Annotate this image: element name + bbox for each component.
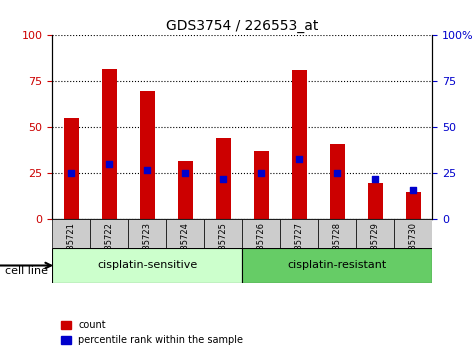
Text: cell line: cell line (5, 266, 48, 276)
Point (181, 171, 189, 176)
FancyBboxPatch shape (90, 219, 128, 248)
FancyBboxPatch shape (166, 219, 204, 248)
Bar (292, 70, 307, 219)
Bar (64, 118, 79, 219)
Point (143, 167, 151, 173)
Text: GSM385730: GSM385730 (409, 222, 418, 273)
FancyBboxPatch shape (52, 219, 90, 248)
Bar (406, 192, 421, 219)
FancyBboxPatch shape (318, 219, 356, 248)
Text: GSM385723: GSM385723 (143, 222, 152, 273)
Bar (178, 161, 193, 219)
Bar (102, 69, 117, 219)
Text: GSM385721: GSM385721 (67, 222, 76, 273)
Bar (216, 138, 231, 219)
Bar (368, 183, 383, 219)
FancyBboxPatch shape (242, 248, 432, 283)
FancyBboxPatch shape (356, 219, 394, 248)
Text: GSM385722: GSM385722 (105, 222, 114, 273)
FancyBboxPatch shape (204, 219, 242, 248)
Point (333, 171, 341, 176)
Text: GSM385728: GSM385728 (333, 222, 342, 273)
Text: GSM385727: GSM385727 (295, 222, 304, 273)
Point (257, 171, 265, 176)
Point (409, 187, 417, 193)
Point (219, 176, 227, 182)
Text: cisplatin-resistant: cisplatin-resistant (288, 261, 387, 270)
Text: GSM385724: GSM385724 (181, 222, 190, 273)
FancyBboxPatch shape (128, 219, 166, 248)
FancyBboxPatch shape (52, 248, 242, 283)
Text: GSM385726: GSM385726 (257, 222, 266, 273)
Bar (254, 152, 269, 219)
Point (105, 161, 113, 167)
Point (67, 171, 75, 176)
FancyBboxPatch shape (280, 219, 318, 248)
Point (371, 176, 379, 182)
Point (295, 156, 303, 161)
Legend: count, percentile rank within the sample: count, percentile rank within the sample (57, 316, 247, 349)
FancyBboxPatch shape (394, 219, 432, 248)
Title: GDS3754 / 226553_at: GDS3754 / 226553_at (166, 19, 318, 33)
Bar (140, 91, 155, 219)
Text: cisplatin-sensitive: cisplatin-sensitive (97, 261, 198, 270)
Text: GSM385725: GSM385725 (219, 222, 228, 273)
Text: GSM385729: GSM385729 (371, 222, 380, 273)
FancyBboxPatch shape (242, 219, 280, 248)
Bar (330, 144, 345, 219)
